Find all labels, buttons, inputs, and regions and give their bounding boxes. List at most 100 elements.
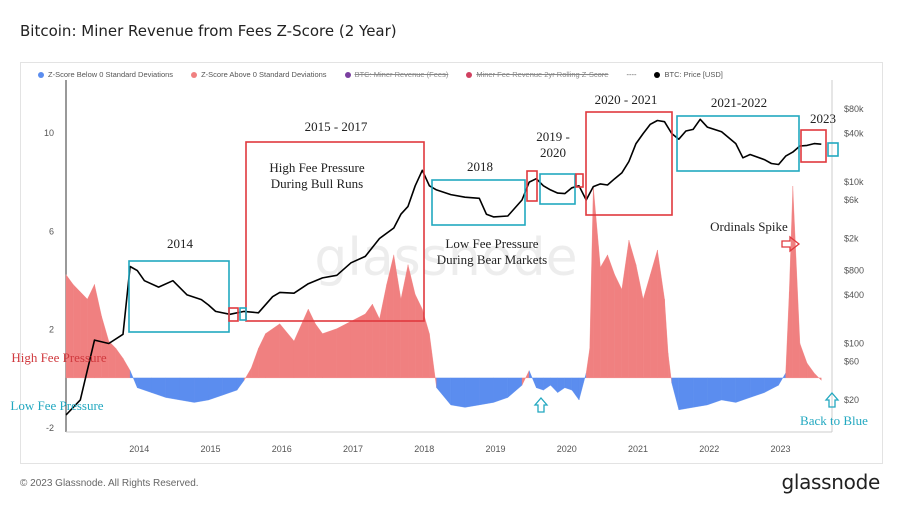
zscore-area-segment bbox=[236, 377, 245, 391]
zscore-area-segment bbox=[293, 308, 309, 379]
legend-item-below-zero[interactable]: Z-Score Below 0 Standard Deviations bbox=[38, 70, 173, 79]
x-tick-label: 2019 bbox=[486, 444, 506, 454]
zscore-area-segment bbox=[628, 240, 637, 379]
zscore-area-segment bbox=[243, 367, 252, 381]
zscore-area-segment bbox=[778, 372, 786, 386]
zscore-area-segment bbox=[222, 377, 238, 396]
annotation-low-fee-bear: Low Fee Pressure During Bear Markets bbox=[436, 236, 548, 267]
legend-dot-icon bbox=[38, 71, 44, 78]
y-left-tick-label: 10 bbox=[44, 128, 54, 138]
legend-label: Z-Score Below 0 Standard Deviations bbox=[48, 70, 174, 79]
zscore-area-segment bbox=[550, 377, 558, 394]
x-tick-label: 2023 bbox=[771, 444, 791, 454]
zscore-area-segment bbox=[450, 377, 466, 408]
zscore-area-segment bbox=[678, 377, 694, 411]
zscore-area-segment bbox=[749, 377, 765, 398]
zscore-area-segment bbox=[643, 274, 651, 379]
y-left-tick-label: 2 bbox=[49, 325, 54, 335]
zscore-area-segment bbox=[799, 343, 808, 379]
zscore-area-segment bbox=[137, 377, 152, 393]
annotation-box bbox=[539, 173, 576, 205]
legend-dot-icon bbox=[344, 71, 351, 78]
legend-item-miner-revenue[interactable]: BTC: Miner Revenue (Fees) bbox=[344, 70, 449, 79]
annotation-box bbox=[431, 179, 526, 226]
zscore-area-segment bbox=[151, 377, 166, 398]
zscore-area-segment bbox=[365, 303, 373, 379]
zscore-area-segment bbox=[194, 377, 209, 403]
x-tick-label: 2014 bbox=[129, 444, 149, 454]
zscore-area-segment bbox=[122, 357, 131, 379]
zscore-area-segment bbox=[664, 299, 669, 379]
zscore-area-segment bbox=[208, 377, 223, 401]
annotation-box bbox=[676, 115, 800, 172]
zscore-area-segment bbox=[493, 377, 508, 403]
zscore-area-segment bbox=[415, 294, 423, 379]
legend-dot-icon bbox=[466, 71, 473, 78]
zscore-area-segment bbox=[764, 377, 779, 393]
annotation-box bbox=[228, 307, 239, 322]
zscore-area-segment bbox=[586, 348, 590, 379]
annotation-low-fee-pressure: Low Fee Pressure bbox=[10, 398, 104, 413]
zscore-area-segment bbox=[479, 377, 494, 406]
zscore-area-segment bbox=[529, 370, 537, 388]
zscore-area-segment bbox=[607, 254, 615, 379]
zscore-area-segment bbox=[543, 377, 551, 391]
zscore-area-segment bbox=[336, 321, 352, 379]
zscore-area-segment bbox=[315, 323, 323, 379]
zscore-area-segment bbox=[650, 249, 658, 379]
zscore-area-segment bbox=[308, 308, 316, 379]
annotation-high-fee-pressure: High Fee Pressure bbox=[11, 350, 107, 365]
legend-label: BTC: Miner Revenue (Fees) bbox=[354, 70, 449, 79]
copyright: © 2023 Glassnode. All Rights Reserved. bbox=[20, 478, 199, 489]
annotation-box bbox=[827, 142, 839, 157]
label-2014: 2014 bbox=[167, 236, 193, 251]
annotation-box bbox=[526, 170, 538, 202]
y-right-tick-label: $20 bbox=[844, 395, 859, 405]
x-tick-label: 2021 bbox=[628, 444, 648, 454]
zscore-area-segment bbox=[614, 274, 622, 379]
arrow-right-icon bbox=[781, 235, 801, 253]
zscore-area-segment bbox=[258, 333, 266, 379]
zscore-area-segment bbox=[785, 291, 790, 379]
zscore-area-segment bbox=[350, 313, 366, 379]
y-left-tick-label: -2 bbox=[46, 423, 54, 433]
zscore-area-segment bbox=[179, 377, 195, 403]
zscore-area-segment bbox=[101, 316, 109, 379]
zscore-area-segment bbox=[564, 377, 573, 391]
brand-logo: glassnode bbox=[781, 470, 880, 494]
label-2018: 2018 bbox=[467, 159, 493, 174]
zscore-area-segment bbox=[115, 347, 124, 379]
zscore-series bbox=[65, 186, 822, 411]
legend-item-above-zero[interactable]: Z-Score Above 0 Standard Deviations bbox=[191, 70, 327, 79]
legend-label: Miner Fee Revenue 2yr Rolling Z-Score bbox=[476, 70, 609, 79]
zscore-area-segment bbox=[251, 348, 259, 379]
zscore-area-segment bbox=[536, 377, 544, 391]
zscore-area-segment bbox=[721, 377, 736, 403]
y-right-tick-label: $10k bbox=[844, 177, 864, 187]
x-tick-label: 2022 bbox=[699, 444, 719, 454]
zscore-area-segment bbox=[735, 377, 751, 403]
zscore-area-segment bbox=[600, 254, 608, 379]
legend-item-dashed[interactable]: ---- bbox=[626, 70, 636, 79]
zscore-area-segment bbox=[657, 249, 665, 379]
zscore-area-segment bbox=[578, 372, 587, 401]
legend-dot-icon bbox=[654, 71, 661, 78]
legend-label: BTC: Price [USD] bbox=[664, 70, 723, 79]
y-right-tick-label: $100 bbox=[844, 338, 864, 348]
annotation-box bbox=[128, 260, 230, 333]
label-2023: 2023 bbox=[810, 111, 836, 126]
watermark: glassnode bbox=[314, 228, 577, 288]
zscore-area-segment bbox=[129, 370, 138, 388]
y-right-tick-label: $800 bbox=[844, 266, 864, 276]
legend-item-btc-price[interactable]: BTC: Price [USD] bbox=[654, 70, 723, 79]
legend-item-rolling-zscore[interactable]: Miner Fee Revenue 2yr Rolling Z-Score bbox=[466, 70, 608, 79]
x-tick-label: 2020 bbox=[557, 444, 577, 454]
label-2020-2021: 2020 - 2021 bbox=[594, 92, 658, 107]
btc-price-line bbox=[65, 118, 822, 416]
zscore-area-segment bbox=[806, 362, 815, 379]
annotation-box bbox=[585, 111, 673, 216]
x-tick-label: 2015 bbox=[200, 444, 220, 454]
annotation-box bbox=[239, 307, 247, 321]
legend-label: ---- bbox=[626, 70, 637, 79]
arrow-up-icon bbox=[824, 392, 840, 408]
